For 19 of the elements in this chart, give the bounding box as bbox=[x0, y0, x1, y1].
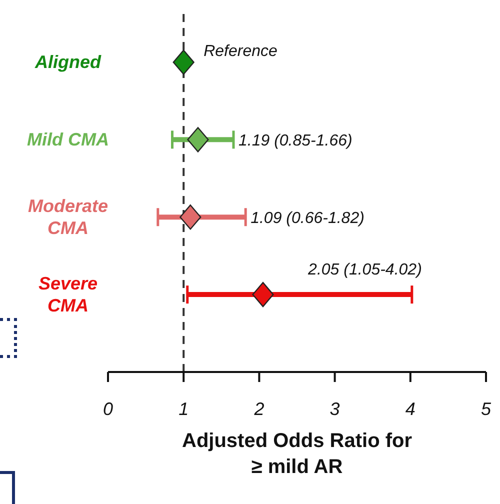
y-tick-label: Aligned bbox=[34, 52, 102, 72]
data-label: 1.19 (0.85-1.66) bbox=[238, 132, 352, 150]
y-tick-label: Mild CMA bbox=[27, 130, 109, 150]
x-tick-label: 1 bbox=[178, 398, 189, 419]
data-label: Reference bbox=[204, 43, 278, 60]
point bbox=[180, 204, 202, 230]
data-label: 2.05 (1.05-4.02) bbox=[307, 262, 422, 279]
y-tick-label: Moderate CMA bbox=[28, 196, 108, 238]
x-tick-label: 4 bbox=[405, 398, 416, 419]
point bbox=[252, 282, 274, 308]
x-axis-title: Adjusted Odds Ratio for ≥ mild AR bbox=[182, 429, 412, 480]
x-tick-label: 2 bbox=[253, 398, 264, 419]
y-tick-label: Severe CMA bbox=[38, 274, 98, 316]
x-tick-label: 5 bbox=[480, 398, 492, 419]
point bbox=[187, 127, 209, 152]
x-tick-label: 0 bbox=[102, 398, 114, 419]
point bbox=[172, 50, 194, 75]
x-tick-label: 3 bbox=[330, 398, 340, 419]
data-label: 1.09 (0.66-1.82) bbox=[250, 210, 364, 228]
